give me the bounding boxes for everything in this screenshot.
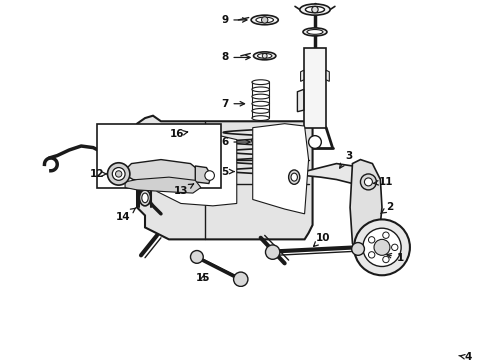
Text: 5: 5 bbox=[221, 167, 234, 176]
Text: 2: 2 bbox=[381, 202, 393, 213]
Circle shape bbox=[361, 174, 376, 190]
Ellipse shape bbox=[300, 4, 330, 15]
Circle shape bbox=[374, 239, 390, 255]
Circle shape bbox=[392, 244, 398, 251]
Text: 7: 7 bbox=[221, 99, 245, 109]
Circle shape bbox=[363, 228, 401, 266]
Circle shape bbox=[365, 178, 372, 186]
Ellipse shape bbox=[291, 173, 297, 181]
Text: 8: 8 bbox=[221, 53, 250, 62]
Text: 9: 9 bbox=[221, 15, 247, 25]
Circle shape bbox=[107, 163, 130, 185]
Bar bbox=[97, 124, 221, 188]
Circle shape bbox=[191, 251, 203, 263]
Circle shape bbox=[205, 171, 215, 180]
Ellipse shape bbox=[307, 30, 323, 34]
Polygon shape bbox=[293, 163, 368, 188]
Circle shape bbox=[312, 6, 318, 13]
Ellipse shape bbox=[252, 101, 270, 106]
Circle shape bbox=[266, 245, 280, 259]
Polygon shape bbox=[297, 89, 304, 112]
Circle shape bbox=[368, 252, 375, 258]
Ellipse shape bbox=[252, 94, 270, 99]
Circle shape bbox=[309, 136, 321, 148]
Text: 1: 1 bbox=[387, 253, 404, 263]
Circle shape bbox=[116, 171, 122, 177]
Ellipse shape bbox=[305, 6, 324, 13]
Text: 3: 3 bbox=[340, 150, 352, 168]
Polygon shape bbox=[326, 70, 329, 81]
Ellipse shape bbox=[258, 53, 272, 58]
Polygon shape bbox=[304, 48, 326, 128]
Ellipse shape bbox=[252, 116, 270, 121]
Circle shape bbox=[262, 53, 267, 58]
Ellipse shape bbox=[303, 28, 327, 36]
Circle shape bbox=[383, 256, 389, 263]
Polygon shape bbox=[137, 116, 313, 239]
Text: 13: 13 bbox=[173, 184, 194, 197]
Polygon shape bbox=[123, 159, 203, 184]
Ellipse shape bbox=[140, 190, 150, 206]
Polygon shape bbox=[116, 148, 137, 177]
Text: 10: 10 bbox=[314, 233, 330, 246]
Ellipse shape bbox=[142, 193, 148, 203]
Ellipse shape bbox=[253, 52, 276, 60]
Circle shape bbox=[352, 243, 365, 255]
Text: 15: 15 bbox=[196, 273, 211, 283]
Ellipse shape bbox=[251, 15, 278, 25]
Text: 4: 4 bbox=[459, 352, 472, 360]
Polygon shape bbox=[253, 124, 309, 214]
Ellipse shape bbox=[252, 87, 270, 92]
Ellipse shape bbox=[252, 80, 270, 85]
Circle shape bbox=[383, 232, 389, 238]
Ellipse shape bbox=[256, 17, 273, 23]
Circle shape bbox=[262, 17, 268, 23]
Polygon shape bbox=[251, 138, 270, 146]
Polygon shape bbox=[125, 177, 201, 193]
Text: 11: 11 bbox=[373, 177, 393, 187]
Circle shape bbox=[234, 272, 248, 287]
Polygon shape bbox=[350, 159, 382, 263]
Text: 6: 6 bbox=[221, 137, 250, 147]
Text: 14: 14 bbox=[116, 208, 136, 222]
Text: 12: 12 bbox=[90, 169, 107, 179]
Circle shape bbox=[354, 219, 410, 275]
Polygon shape bbox=[300, 70, 304, 81]
Circle shape bbox=[112, 167, 125, 180]
Ellipse shape bbox=[252, 108, 270, 113]
Circle shape bbox=[368, 237, 375, 243]
Polygon shape bbox=[196, 166, 211, 184]
Text: 16: 16 bbox=[170, 129, 188, 139]
Polygon shape bbox=[157, 132, 237, 206]
Ellipse shape bbox=[289, 170, 300, 184]
